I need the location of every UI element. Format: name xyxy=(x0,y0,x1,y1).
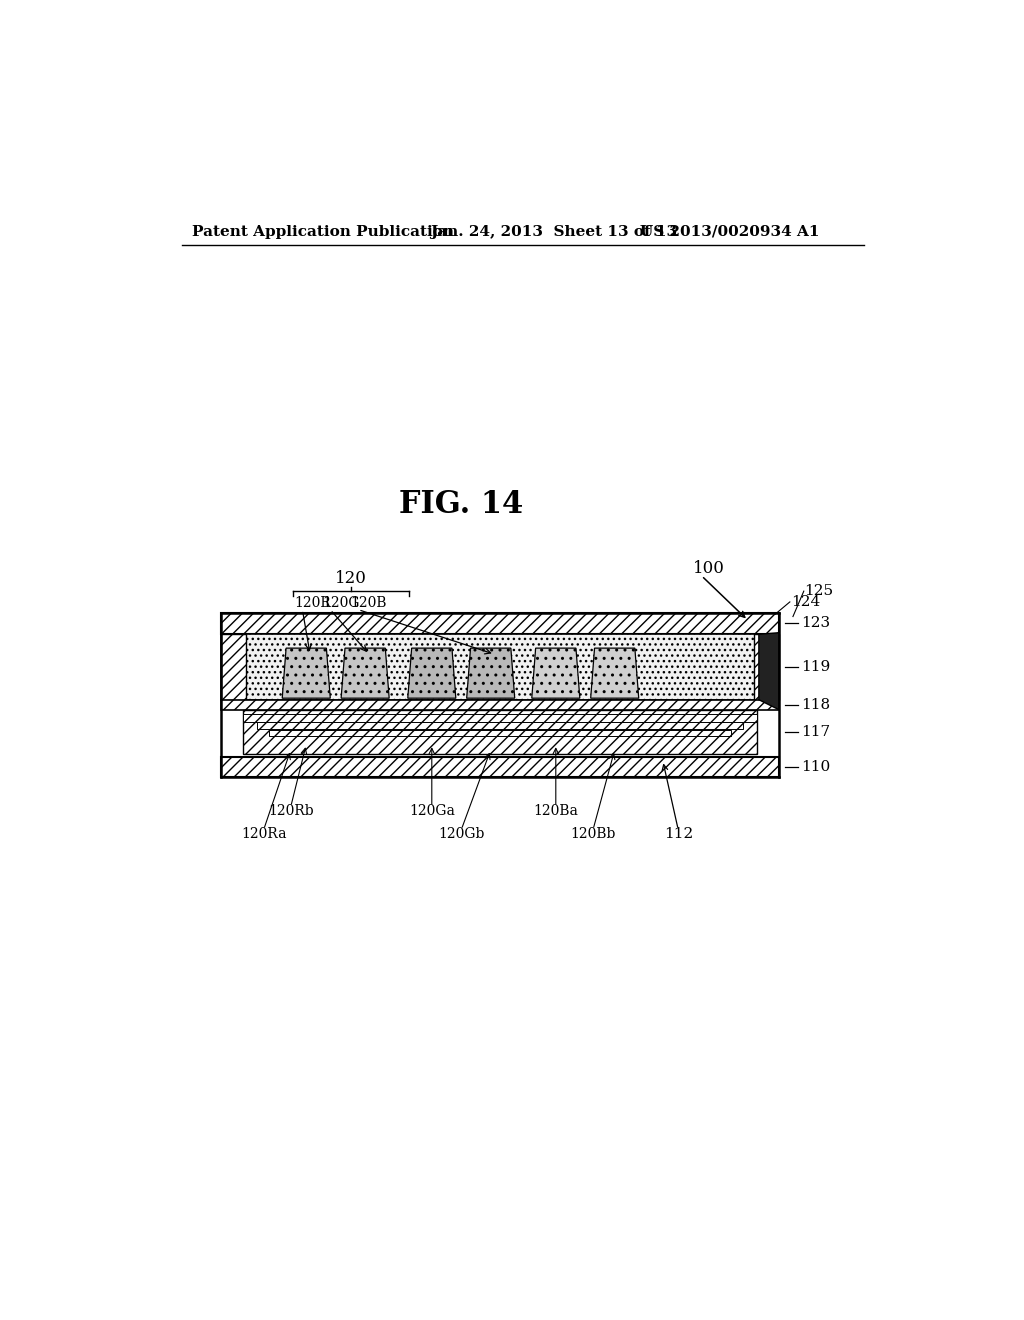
Text: 120G: 120G xyxy=(323,597,360,610)
Bar xyxy=(243,714,758,722)
Text: 120Ra: 120Ra xyxy=(241,826,287,841)
Polygon shape xyxy=(531,648,580,698)
Text: 125: 125 xyxy=(804,585,833,598)
Text: 110: 110 xyxy=(801,760,829,774)
Text: 120Ba: 120Ba xyxy=(534,804,579,817)
Text: 124: 124 xyxy=(792,595,820,609)
Text: Jan. 24, 2013  Sheet 13 of 13: Jan. 24, 2013 Sheet 13 of 13 xyxy=(430,224,677,239)
Bar xyxy=(755,635,779,700)
Text: Patent Application Publication: Patent Application Publication xyxy=(191,224,454,239)
Bar xyxy=(221,612,779,635)
Polygon shape xyxy=(408,648,456,698)
Text: 120Gb: 120Gb xyxy=(438,826,484,841)
Polygon shape xyxy=(759,632,779,710)
Text: 120Ga: 120Ga xyxy=(409,804,455,817)
Text: 123: 123 xyxy=(801,616,829,631)
Bar xyxy=(221,756,779,776)
Text: US 2013/0020934 A1: US 2013/0020934 A1 xyxy=(640,224,819,239)
Polygon shape xyxy=(341,648,389,698)
Bar xyxy=(243,710,758,755)
Text: 120R: 120R xyxy=(295,597,332,610)
Text: 119: 119 xyxy=(801,660,829,675)
Polygon shape xyxy=(591,648,639,698)
Polygon shape xyxy=(467,648,515,698)
Text: 120Rb: 120Rb xyxy=(268,804,313,817)
Bar xyxy=(221,635,246,700)
Text: 118: 118 xyxy=(801,698,829,711)
Text: FIG. 14: FIG. 14 xyxy=(399,490,523,520)
Bar xyxy=(257,722,743,729)
Bar xyxy=(221,635,779,700)
Text: 117: 117 xyxy=(801,725,829,739)
Bar xyxy=(269,730,731,737)
Text: 120B: 120B xyxy=(350,597,387,610)
Text: 100: 100 xyxy=(693,560,725,577)
Text: 120: 120 xyxy=(335,570,368,587)
Text: 120Bb: 120Bb xyxy=(570,826,615,841)
Polygon shape xyxy=(283,648,331,698)
Bar xyxy=(221,700,779,710)
Text: 112: 112 xyxy=(664,826,693,841)
